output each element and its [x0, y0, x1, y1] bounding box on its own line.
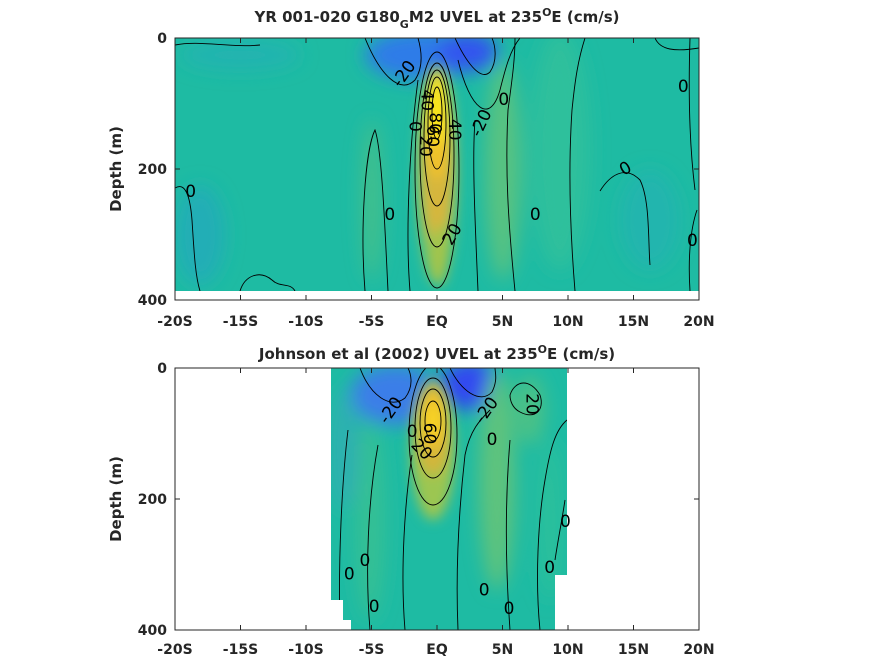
top-x-tick-label: -10S	[288, 314, 323, 330]
top-y-axis-label: Depth (m)	[107, 126, 125, 212]
top-contour-label: 0	[498, 90, 509, 110]
top-x-tick-label: EQ	[426, 314, 448, 330]
bottom-x-tick-label: 15N	[618, 642, 649, 656]
top-x-tick-label: -5S	[359, 314, 385, 330]
top-contour-label: 0	[185, 182, 196, 202]
bottom-panel-title: Johnson et al (2002) UVEL at 235OE (cm/s…	[258, 343, 615, 363]
bottom-y-tick-label: 200	[138, 492, 167, 508]
bottom-x-tick-label: -10S	[288, 642, 323, 656]
top-x-tick-label: -20S	[157, 314, 192, 330]
bottom-contours	[339, 368, 567, 630]
top-contour-label: 60	[422, 125, 442, 147]
top-x-tick-label: 10N	[552, 314, 583, 330]
bottom-y-tick-label: 0	[157, 361, 167, 377]
bottom-contour-label: 0	[544, 558, 555, 578]
top-contour-label: 0	[384, 205, 395, 225]
top-x-tick-label: 5N	[492, 314, 513, 330]
top-x-tick-label: 20N	[683, 314, 714, 330]
top-contour-label: 40	[417, 89, 437, 111]
bottom-x-axis: -20S -15S -10S -5S EQ 5N 10N 15N 20N	[157, 368, 715, 656]
bottom-x-tick-label: 10N	[552, 642, 583, 656]
top-contour-label: 40	[444, 119, 464, 141]
bottom-contour-label: 0	[360, 551, 371, 571]
top-x-axis: -20S -15S -10S -5S EQ 5N 10N 15N 20N	[157, 38, 715, 330]
bottom-x-tick-label: -20S	[157, 642, 192, 656]
bottom-contour-label: 0	[560, 512, 571, 532]
top-contour-label: 0	[405, 121, 425, 132]
bottom-contour-label: 60	[419, 423, 439, 445]
bottom-heatmap	[331, 368, 567, 630]
bottom-contour-label: 0	[369, 597, 380, 617]
top-contour-label: 80	[424, 112, 444, 134]
bottom-panel: Johnson et al (2002) UVEL at 235OE (cm/s…	[107, 343, 715, 656]
top-panel: YR 001-020 G180GM2 UVEL at 235OE (cm/s)	[107, 6, 715, 330]
top-contours	[175, 38, 699, 291]
bottom-x-tick-label: 5N	[492, 642, 513, 656]
bottom-x-tick-label: EQ	[426, 642, 448, 656]
bottom-contour-label: 0	[344, 564, 355, 584]
bottom-x-tick-label: 20N	[683, 642, 714, 656]
top-y-tick-label: 200	[138, 162, 167, 178]
top-x-tick-label: 15N	[618, 314, 649, 330]
bottom-contour-label: 0	[407, 422, 418, 442]
top-x-tick-label: -15S	[223, 314, 258, 330]
top-y-tick-label: 400	[138, 293, 167, 309]
top-panel-title: YR 001-020 G180GM2 UVEL at 235OE (cm/s)	[253, 6, 619, 31]
top-contour-label: 0	[678, 77, 689, 97]
bottom-contour-label: 0	[504, 599, 515, 619]
top-contour-label: 20	[415, 135, 435, 157]
bottom-x-tick-label: -5S	[359, 642, 385, 656]
top-contour-label: 0	[687, 231, 698, 251]
bottom-y-axis-label: Depth (m)	[107, 456, 125, 542]
top-contour-label: 0	[530, 205, 541, 225]
bottom-contour-label: 0	[487, 430, 498, 450]
bottom-contour-label: 20	[521, 393, 541, 415]
top-y-tick-label: 0	[157, 31, 167, 47]
bottom-x-tick-label: -15S	[223, 642, 258, 656]
bottom-y-tick-label: 400	[138, 623, 167, 639]
bottom-contour-label: 0	[479, 581, 490, 601]
